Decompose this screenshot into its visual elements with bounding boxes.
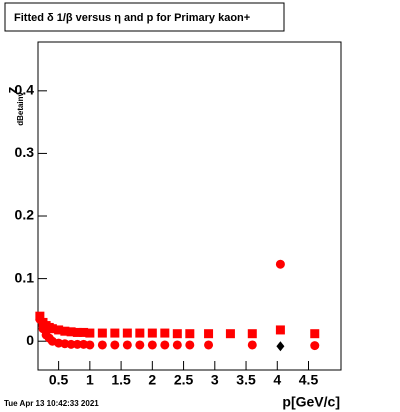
y-tick-label: 0.3 [15, 144, 35, 160]
square-marker [247, 329, 257, 339]
circle-marker [310, 341, 320, 351]
x-tick-label: 0.5 [49, 372, 69, 388]
y-axis-label-subscript: dBetainv [16, 91, 25, 125]
square-marker [185, 329, 195, 339]
title-box [4, 2, 285, 32]
square-marker [79, 327, 89, 337]
circle-marker [185, 340, 195, 350]
square-marker [66, 327, 76, 337]
circle-marker [275, 259, 285, 269]
x-tick-label: 2 [148, 372, 156, 388]
x-tick-label: 1 [86, 372, 94, 388]
square-marker [97, 328, 107, 338]
y-axis-title: z dBetainv [4, 87, 25, 126]
square-marker [310, 329, 320, 339]
square-marker [172, 329, 182, 339]
square-marker [225, 329, 235, 339]
x-tick-label: 2.5 [174, 372, 194, 388]
circle-marker [122, 340, 132, 350]
x-tick-label: 3.5 [236, 372, 256, 388]
square-marker [275, 325, 285, 335]
y-tick-label: 0.1 [15, 269, 35, 285]
circle-marker [97, 340, 107, 350]
circle-marker [85, 340, 95, 350]
square-marker [135, 328, 145, 338]
circle-marker [247, 340, 257, 350]
square-marker [147, 328, 157, 338]
chart-title: Fitted δ 1/β versus η and p for Primary … [14, 12, 250, 24]
y-tick-label: 0 [26, 332, 34, 348]
circle-marker [204, 340, 214, 350]
x-axis-label: p[GeV/c] [282, 394, 340, 410]
circle-marker [66, 339, 76, 349]
y-axis-label: z [4, 87, 20, 94]
diamond-marker [276, 341, 285, 352]
circle-marker [172, 340, 182, 350]
square-marker [72, 327, 82, 337]
square-marker [160, 328, 170, 338]
circle-marker [160, 340, 170, 350]
x-tick-label: 1.5 [111, 372, 131, 388]
x-tick-label: 3 [211, 372, 219, 388]
x-tick-label: 4 [273, 372, 281, 388]
square-marker [122, 328, 132, 338]
circle-marker [135, 340, 145, 350]
square-marker [204, 329, 214, 339]
circle-marker [35, 314, 45, 324]
square-marker [60, 326, 70, 336]
circle-marker [72, 339, 82, 349]
plot-frame [37, 41, 342, 371]
circle-marker [147, 340, 157, 350]
x-tick-label: 4.5 [299, 372, 319, 388]
y-tick-label: 0.4 [15, 82, 35, 98]
square-marker [110, 328, 120, 338]
square-marker [47, 324, 57, 334]
y-tick-label: 0.2 [15, 207, 35, 223]
square-marker [54, 325, 64, 335]
square-marker [85, 328, 95, 338]
timestamp: Tue Apr 13 10:42:33 2021 [4, 399, 99, 408]
circle-marker [110, 340, 120, 350]
